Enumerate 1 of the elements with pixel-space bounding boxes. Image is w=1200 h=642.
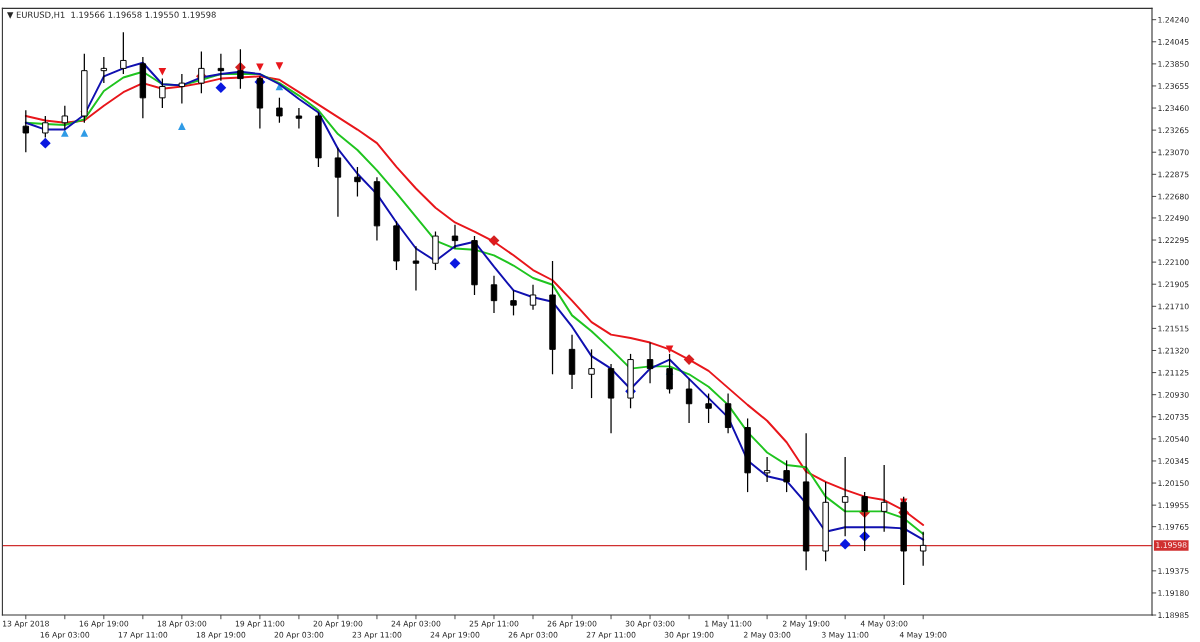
chart-title: ▼ EURUSD,H1 1.19566 1.19658 1.19550 1.19598 <box>7 11 216 19</box>
